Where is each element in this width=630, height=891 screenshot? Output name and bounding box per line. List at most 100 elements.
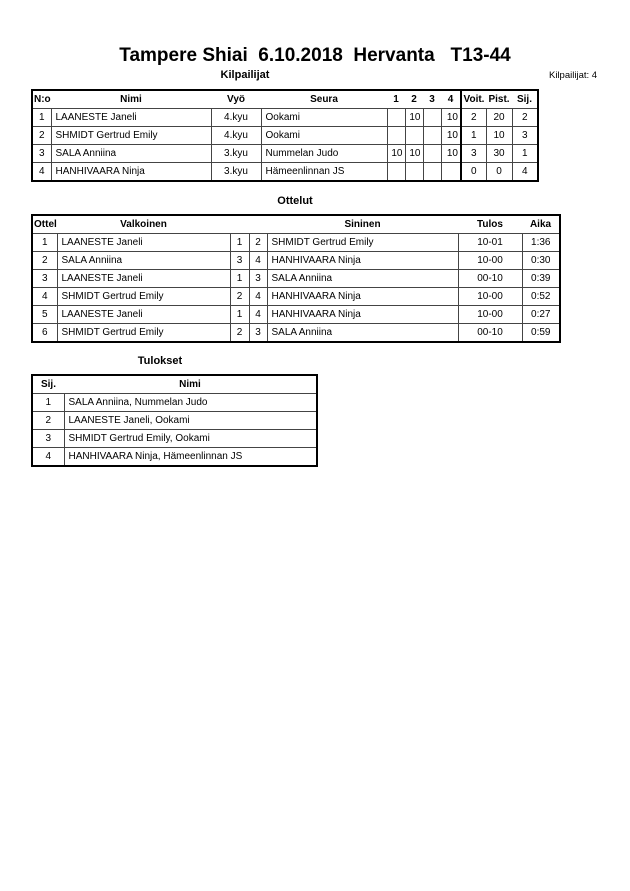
match-white: LAANESTE Janeli (56, 233, 231, 252)
competitor-club: Hämeenlinnan JS (260, 162, 388, 182)
match-no: 4 (31, 287, 58, 306)
competitor-club: Ookami (260, 126, 388, 145)
header-sininen: Sininen (267, 215, 458, 234)
competitor-s1 (386, 162, 406, 182)
competitor-s4: 10 (440, 108, 462, 127)
header-valkoinen: Valkoinen (57, 215, 230, 234)
match-blue: SHMIDT Gertrud Emily (266, 233, 459, 252)
result-name: HANHIVAARA Ninja, Hämeenlinnan JS (63, 447, 318, 467)
competitor-s1: 10 (386, 144, 406, 163)
competitor-wins: 1 (460, 126, 487, 145)
match-time: 0:52 (521, 287, 561, 306)
match-row: 1 LAANESTE Janeli 1 2 SHMIDT Gertrud Emily 10… (31, 233, 561, 252)
header-voit: Voit. (460, 90, 486, 109)
match-no: 3 (31, 269, 58, 288)
result-row: 2 LAANESTE Janeli, Ookami (31, 411, 318, 430)
header-nimi: Nimi (51, 90, 211, 109)
match-row: 6 SHMIDT Gertrud Emily 2 3 SALA Anniina 00-10… (31, 323, 561, 343)
match-row: 3 LAANESTE Janeli 1 3 SALA Anniina 00-10 0:39 (31, 269, 561, 288)
match-wn: 1 (229, 269, 250, 288)
match-result: 10-00 (457, 305, 523, 324)
matches-heading: Ottelut (277, 195, 313, 207)
match-no: 2 (31, 251, 58, 270)
competitor-s2 (404, 162, 424, 182)
competitor-name: HANHIVAARA Ninja (50, 162, 212, 182)
match-bn: 4 (248, 251, 268, 270)
match-result: 00-10 (457, 269, 523, 288)
match-blue: HANHIVAARA Ninja (266, 287, 459, 306)
match-no: 1 (31, 233, 58, 252)
competitor-name: LAANESTE Janeli (50, 108, 212, 127)
result-row: 3 SHMIDT Gertrud Emily, Ookami (31, 429, 318, 448)
match-time: 0:27 (521, 305, 561, 324)
competitor-s3 (422, 144, 442, 163)
result-row: 4 HANHIVAARA Ninja, Hämeenlinnan JS (31, 447, 318, 467)
match-result: 00-10 (457, 323, 523, 343)
result-row: 1 SALA Anniina, Nummelan Judo (31, 393, 318, 412)
competitor-row: 1 LAANESTE Janeli 4.kyu Ookami 10 10 2 20 2 (31, 108, 539, 127)
match-no: 6 (31, 323, 58, 343)
results-table: Sij. Nimi 1 SALA Anniina, Nummelan Judo 2 L… (31, 374, 318, 467)
results-heading: Tulokset (137, 355, 183, 367)
match-wn: 2 (229, 287, 250, 306)
result-place: 4 (31, 447, 65, 467)
header-ottelu: Ottelu (32, 215, 57, 234)
competitor-s3 (422, 162, 442, 182)
competitor-wins: 3 (460, 144, 487, 163)
match-row: 4 SHMIDT Gertrud Emily 2 4 HANHIVAARA Ninja 1… (31, 287, 561, 306)
competitor-belt: 4.kyu (210, 126, 262, 145)
header-nimi: Nimi (64, 375, 317, 394)
competitor-belt: 4.kyu (210, 108, 262, 127)
competitor-place: 3 (511, 126, 539, 145)
match-white: SALA Anniina (56, 251, 231, 270)
competitor-wins: 0 (460, 162, 487, 182)
match-blue: HANHIVAARA Ninja (266, 251, 459, 270)
match-bn: 4 (248, 287, 268, 306)
competitor-count: Kilpailijat: 4 (549, 70, 598, 81)
match-no: 5 (31, 305, 58, 324)
header-4: 4 (441, 90, 461, 109)
competitor-club: Nummelan Judo (260, 144, 388, 163)
competitor-s4: 10 (440, 144, 462, 163)
competitor-s1 (386, 126, 406, 145)
competitor-s4: 10 (440, 126, 462, 145)
match-bn: 3 (248, 269, 268, 288)
match-time: 0:30 (521, 251, 561, 270)
match-bn: 3 (248, 323, 268, 343)
matches-table: Ottelu Valkoinen Sininen Tulos Aika 1LAA… (31, 214, 561, 343)
result-name: SALA Anniina, Nummelan Judo (63, 393, 318, 412)
competitor-s2: 10 (404, 144, 424, 163)
header-vyo: Vyö (211, 90, 261, 109)
match-blue: SALA Anniina (266, 323, 459, 343)
match-result: 10-00 (457, 287, 523, 306)
competitor-row: 3 SALA Anniina 3.kyu Nummelan Judo 10 10 10 3 30… (31, 144, 539, 163)
competitor-no: 3 (31, 144, 52, 163)
competitor-no: 4 (31, 162, 52, 182)
competitor-belt: 3.kyu (210, 144, 262, 163)
header-3: 3 (423, 90, 441, 109)
header-seura: Seura (261, 90, 387, 109)
match-wn: 2 (229, 323, 250, 343)
match-wn: 1 (229, 305, 250, 324)
match-wn: 1 (229, 233, 250, 252)
match-bn: 2 (248, 233, 268, 252)
competitor-row: 2 SHMIDT Gertrud Emily 4.kyu Ookami 10 1 10 3 (31, 126, 539, 145)
match-row: 2 SALA Anniina 3 4 HANHIVAARA Ninja 10-00 0:30 (31, 251, 561, 270)
header-pist: Pist. (486, 90, 512, 109)
match-white: LAANESTE Janeli (56, 305, 231, 324)
match-result: 10-01 (457, 233, 523, 252)
result-place: 3 (31, 429, 65, 448)
competitor-row: 4 HANHIVAARA Ninja 3.kyu Hämeenlinnan JS 0 0 4 (31, 162, 539, 182)
match-result: 10-00 (457, 251, 523, 270)
competitor-s3 (422, 108, 442, 127)
competitor-no: 2 (31, 126, 52, 145)
header-aika: Aika (522, 215, 560, 234)
match-time: 1:36 (521, 233, 561, 252)
competitor-points: 0 (485, 162, 513, 182)
header-no: N:o (32, 90, 51, 109)
competitor-name: SHMIDT Gertrud Emily (50, 126, 212, 145)
competitor-s2: 10 (404, 108, 424, 127)
competitor-s3 (422, 126, 442, 145)
page-title: Tampere Shiai 6.10.2018 Hervanta T13-44 (119, 45, 511, 66)
result-name: LAANESTE Janeli, Ookami (63, 411, 318, 430)
